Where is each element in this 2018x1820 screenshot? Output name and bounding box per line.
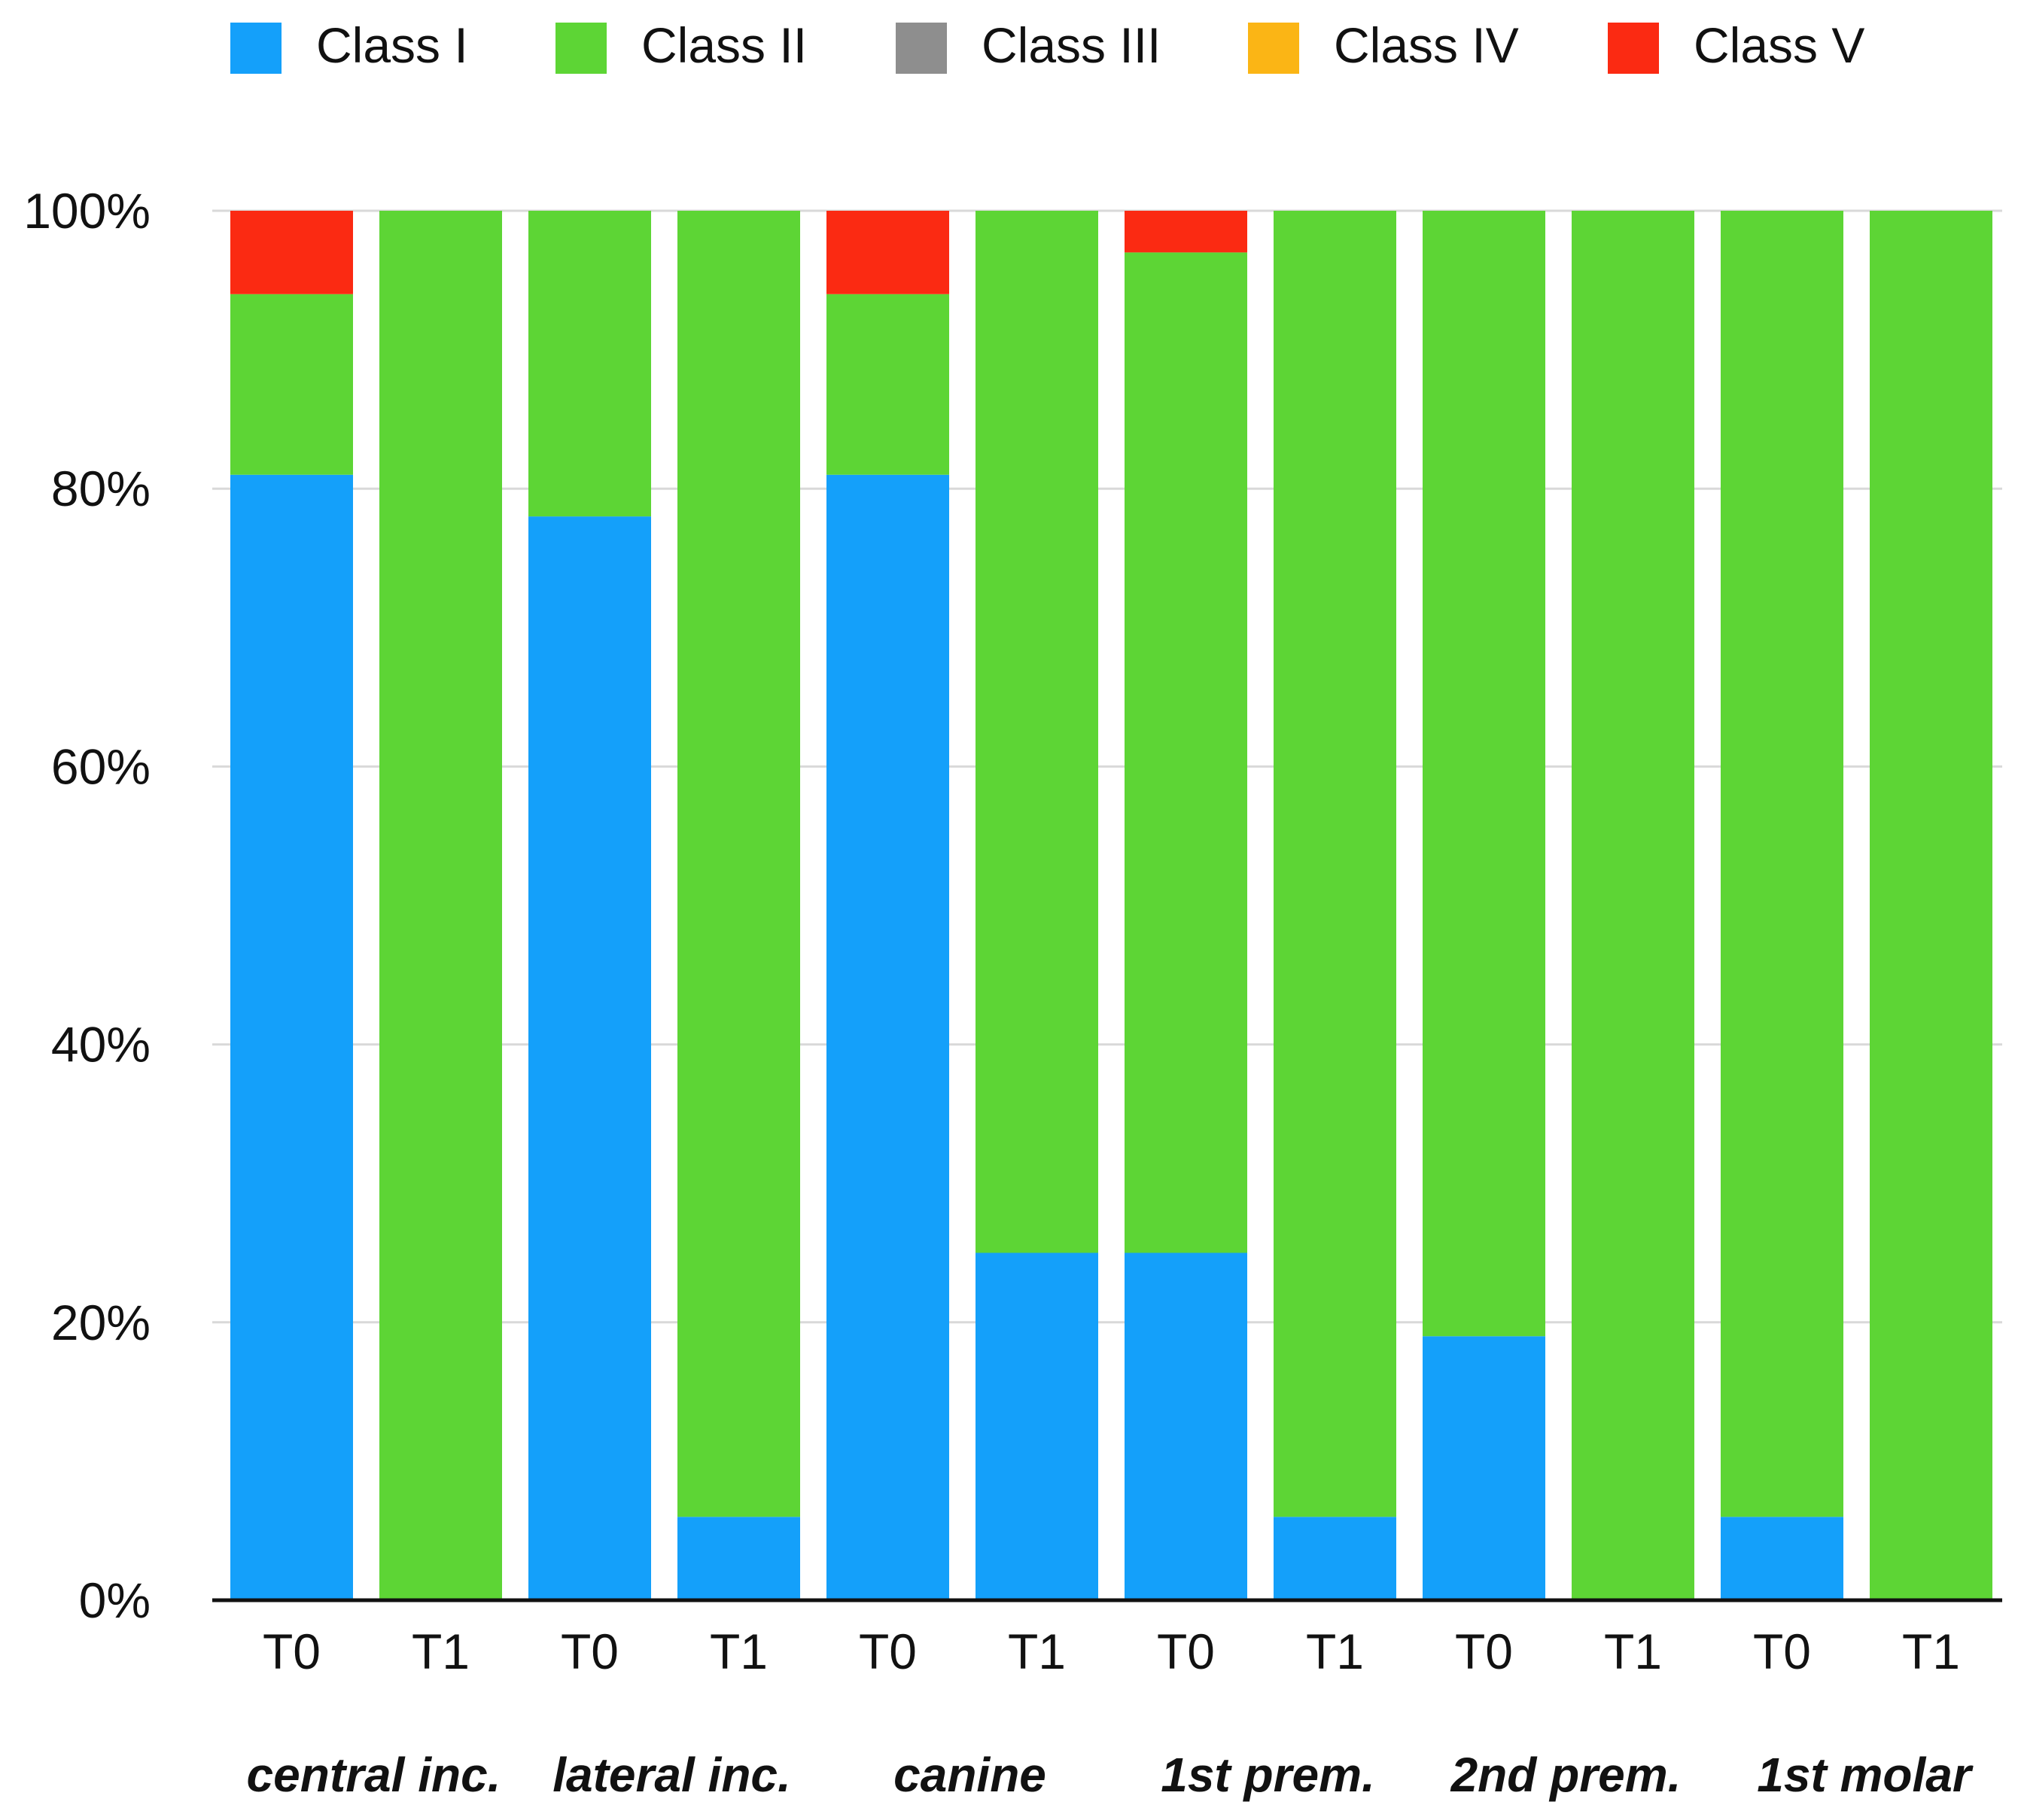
group-label-central-inc: central inc.: [247, 1748, 501, 1802]
x-tick-label-3: T0: [561, 1624, 619, 1679]
legend-swatch-class-ii: [555, 23, 607, 74]
legend-swatch-class-iii: [896, 23, 947, 74]
bar-6-class-ii[interactable]: [976, 211, 1098, 1253]
x-tick-label-8: T1: [1306, 1624, 1364, 1679]
legend-label-class-iii: Class III: [982, 17, 1161, 73]
x-tick-label-9: T0: [1455, 1624, 1513, 1679]
y-tick-label-80: 80%: [51, 461, 151, 516]
bar-7-class-v[interactable]: [1125, 211, 1247, 253]
y-tick-label-100: 100%: [23, 183, 151, 239]
bar-5-class-ii[interactable]: [826, 294, 949, 475]
legend-label-class-iv: Class IV: [1334, 17, 1519, 73]
bar-3-class-i[interactable]: [528, 516, 651, 1600]
x-tick-label-7: T0: [1157, 1624, 1215, 1679]
group-label-canine: canine: [893, 1748, 1046, 1802]
bar-12-class-ii[interactable]: [1870, 211, 1992, 1600]
legend-swatch-class-v: [1608, 23, 1659, 74]
legend-label-class-i: Class I: [316, 17, 468, 73]
bar-6-class-i[interactable]: [976, 1252, 1098, 1601]
group-label-1st-molar: 1st molar: [1757, 1748, 1974, 1802]
bar-5-class-i[interactable]: [826, 474, 949, 1600]
bar-1-class-i[interactable]: [230, 474, 353, 1600]
bar-10-class-ii[interactable]: [1572, 211, 1694, 1600]
x-tick-label-12: T1: [1902, 1624, 1960, 1679]
bar-8-class-ii[interactable]: [1274, 211, 1396, 1517]
bar-4-class-ii[interactable]: [677, 211, 800, 1517]
bar-8-class-i[interactable]: [1274, 1517, 1396, 1600]
bar-1-class-v[interactable]: [230, 211, 353, 294]
bar-7-class-i[interactable]: [1125, 1252, 1247, 1601]
bar-11-class-ii[interactable]: [1721, 211, 1843, 1517]
bar-9-class-ii[interactable]: [1423, 211, 1545, 1337]
legend-swatch-class-iv: [1248, 23, 1299, 74]
y-tick-label-20: 20%: [51, 1295, 151, 1350]
legend-label-class-v: Class V: [1694, 17, 1865, 73]
bar-11-class-i[interactable]: [1721, 1517, 1843, 1600]
y-tick-label-40: 40%: [51, 1017, 151, 1073]
legend-label-class-ii: Class II: [641, 17, 808, 73]
group-label-2nd-prem: 2nd prem.: [1450, 1748, 1682, 1802]
group-label-lateral-inc: lateral inc.: [552, 1748, 791, 1802]
legend-swatch-class-i: [230, 23, 282, 74]
x-tick-label-1: T0: [263, 1624, 321, 1679]
x-tick-label-2: T1: [412, 1624, 470, 1679]
bar-2-class-ii[interactable]: [379, 211, 502, 1600]
bar-9-class-i[interactable]: [1423, 1336, 1545, 1600]
x-tick-label-11: T0: [1753, 1624, 1811, 1679]
x-tick-label-5: T0: [859, 1624, 917, 1679]
y-tick-label-0: 0%: [79, 1572, 151, 1628]
x-tick-label-4: T1: [710, 1624, 768, 1679]
x-tick-label-10: T1: [1604, 1624, 1662, 1679]
bar-7-class-ii[interactable]: [1125, 252, 1247, 1253]
group-label-1st-prem: 1st prem.: [1161, 1748, 1375, 1802]
x-tick-label-6: T1: [1008, 1624, 1066, 1679]
bar-5-class-v[interactable]: [826, 211, 949, 294]
y-tick-label-60: 60%: [51, 738, 151, 794]
bar-4-class-i[interactable]: [677, 1517, 800, 1600]
bar-1-class-ii[interactable]: [230, 294, 353, 475]
bar-3-class-ii[interactable]: [528, 211, 651, 517]
